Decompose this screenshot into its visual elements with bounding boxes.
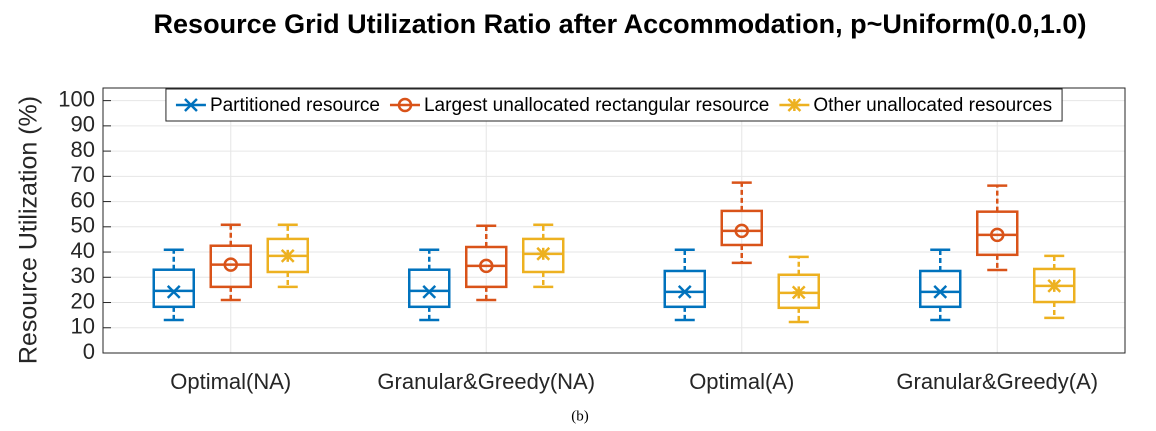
marker-stroke bbox=[990, 227, 1005, 243]
mean-marker bbox=[787, 98, 802, 112]
y-tick-label: 100 bbox=[58, 86, 95, 111]
marker-stroke bbox=[734, 223, 749, 239]
marker-stroke bbox=[223, 257, 238, 272]
mean-marker bbox=[223, 257, 238, 272]
y-tick-label: 10 bbox=[71, 314, 95, 339]
marker-stroke bbox=[933, 285, 948, 299]
mean-marker bbox=[184, 98, 198, 112]
mean-marker bbox=[397, 97, 413, 113]
legend-label: Other unallocated resources bbox=[813, 95, 1052, 116]
mean-marker bbox=[933, 285, 948, 299]
mean-marker bbox=[422, 285, 437, 299]
box bbox=[663, 269, 706, 309]
y-tick-label: 80 bbox=[71, 137, 95, 162]
y-tick-label: 90 bbox=[71, 112, 95, 137]
box bbox=[777, 273, 820, 310]
x-tick-label: Granular&Greedy(A) bbox=[896, 369, 1098, 394]
mean-marker bbox=[1047, 278, 1062, 293]
box bbox=[976, 210, 1019, 257]
axes-box bbox=[102, 87, 1126, 354]
marker-stroke bbox=[397, 97, 413, 113]
legend-label: Largest unallocated rectangular resource bbox=[424, 95, 769, 116]
y-tick-label: 0 bbox=[83, 339, 95, 364]
marker-stroke bbox=[184, 98, 198, 112]
legend: Partitioned resource Largest unallocated … bbox=[165, 88, 1063, 122]
caption: (b) bbox=[571, 408, 589, 424]
box bbox=[919, 269, 962, 309]
y-axis-label: Resource Utilization (%) bbox=[15, 96, 43, 364]
marker-stroke bbox=[479, 258, 494, 274]
x-tick-label: Optimal(NA) bbox=[170, 369, 291, 394]
box bbox=[522, 237, 565, 274]
box bbox=[720, 209, 763, 247]
chart-title: Resource Grid Utilization Ratio after Ac… bbox=[154, 9, 1087, 39]
y-tick-label: 60 bbox=[71, 187, 95, 212]
marker-stroke bbox=[166, 285, 181, 299]
x-tick-label: Optimal(A) bbox=[689, 369, 794, 394]
y-tick-label: 40 bbox=[71, 238, 95, 263]
box bbox=[152, 268, 195, 309]
mean-marker bbox=[990, 227, 1005, 243]
y-tick-label: 50 bbox=[71, 213, 95, 238]
mean-marker bbox=[677, 285, 692, 299]
marker-stroke bbox=[422, 285, 437, 299]
mean-marker bbox=[791, 285, 806, 300]
mean-marker bbox=[166, 285, 181, 299]
y-tick-label: 20 bbox=[71, 288, 95, 313]
y-tick-label: 30 bbox=[71, 263, 95, 288]
mean-marker bbox=[280, 248, 295, 263]
y-tick-label: 70 bbox=[71, 162, 95, 187]
mean-marker bbox=[734, 223, 749, 239]
mean-marker bbox=[536, 246, 551, 261]
x-tick-label: Granular&Greedy(NA) bbox=[377, 369, 595, 394]
legend-label: Partitioned resource bbox=[210, 95, 380, 116]
box bbox=[408, 268, 451, 309]
mean-marker bbox=[479, 258, 494, 274]
marker-stroke bbox=[677, 285, 692, 299]
box bbox=[209, 244, 252, 289]
legend-box bbox=[165, 88, 1063, 122]
